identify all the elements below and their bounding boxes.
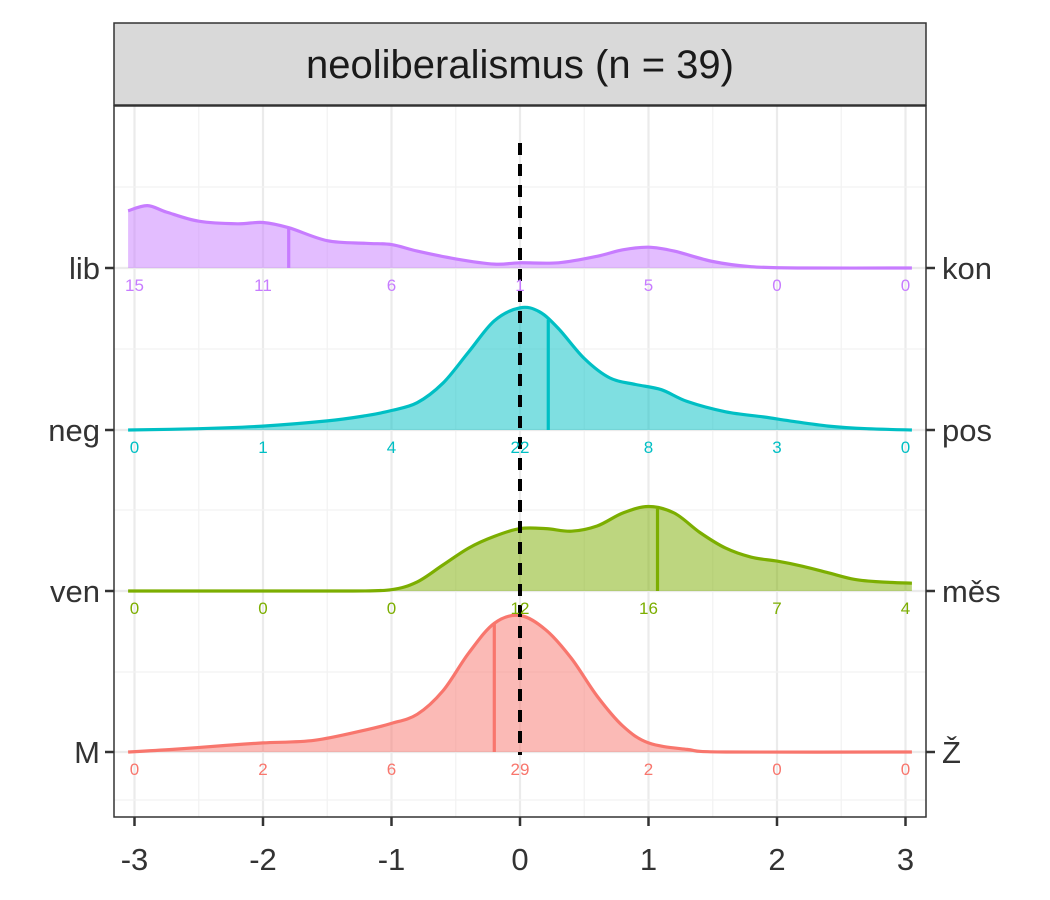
strip-background bbox=[113, 22, 927, 106]
density-area bbox=[128, 307, 912, 430]
count-label: 4 bbox=[387, 438, 396, 457]
count-label: 11 bbox=[254, 276, 272, 295]
y-label-left: neg bbox=[48, 413, 100, 448]
count-label: 16 bbox=[639, 599, 658, 618]
y-label-right: měs bbox=[942, 574, 1001, 609]
density-line bbox=[128, 305, 912, 432]
count-label: 12 bbox=[511, 599, 530, 618]
density-line bbox=[128, 613, 912, 754]
ridge-M bbox=[128, 613, 912, 754]
count-label: 15 bbox=[125, 276, 144, 295]
density-line bbox=[128, 504, 912, 593]
density-line bbox=[127, 204, 912, 270]
count-label: 5 bbox=[644, 276, 653, 295]
y-label-left: ven bbox=[50, 574, 100, 609]
density-area bbox=[128, 205, 912, 269]
count-label: 0 bbox=[772, 276, 781, 295]
chart-title: neoliberalismus (n = 39) bbox=[306, 43, 734, 87]
count-label: 7 bbox=[772, 599, 781, 618]
count-label: 1 bbox=[515, 276, 524, 295]
count-label: 3 bbox=[772, 438, 781, 457]
count-label: 0 bbox=[772, 760, 781, 779]
count-label: 0 bbox=[901, 760, 910, 779]
count-label: 6 bbox=[387, 276, 396, 295]
y-label-right: kon bbox=[942, 251, 992, 286]
count-label: 4 bbox=[901, 599, 910, 618]
count-label: 22 bbox=[511, 438, 530, 457]
facet-strip: neoliberalismus (n = 39) bbox=[113, 22, 927, 106]
count-label: 0 bbox=[901, 276, 910, 295]
ridge-lib bbox=[127, 204, 912, 270]
count-label: 8 bbox=[644, 438, 653, 457]
x-tick-label: 1 bbox=[640, 842, 657, 877]
count-label: 0 bbox=[130, 760, 139, 779]
x-tick-label: 0 bbox=[511, 842, 528, 877]
y-label-right: Ž bbox=[942, 735, 961, 770]
count-labels: 15 11 6 1 5 0 00 1 4 22 8 3 00 0 0 12 16 7 40 2 6 29 2 0 0 bbox=[125, 276, 910, 779]
count-label: 2 bbox=[258, 760, 267, 779]
ridge-neg bbox=[128, 305, 912, 432]
x-tick-label: -1 bbox=[378, 842, 406, 877]
count-label: 1 bbox=[258, 438, 267, 457]
x-tick-label: -2 bbox=[249, 842, 277, 877]
density-area bbox=[128, 615, 912, 753]
count-label: 0 bbox=[130, 438, 139, 457]
count-label: 6 bbox=[387, 760, 396, 779]
count-label: 29 bbox=[511, 760, 530, 779]
x-tick-label: 2 bbox=[768, 842, 785, 877]
count-label: 0 bbox=[130, 599, 139, 618]
y-label-left: M bbox=[74, 735, 100, 770]
x-tick-label: 3 bbox=[897, 842, 914, 877]
count-label: 0 bbox=[387, 599, 396, 618]
y-label-right: pos bbox=[942, 413, 992, 448]
count-label: 2 bbox=[644, 760, 653, 779]
count-label: 0 bbox=[258, 599, 267, 618]
x-tick-label: -3 bbox=[121, 842, 149, 877]
count-label: 0 bbox=[901, 438, 910, 457]
y-label-left: lib bbox=[69, 251, 100, 286]
